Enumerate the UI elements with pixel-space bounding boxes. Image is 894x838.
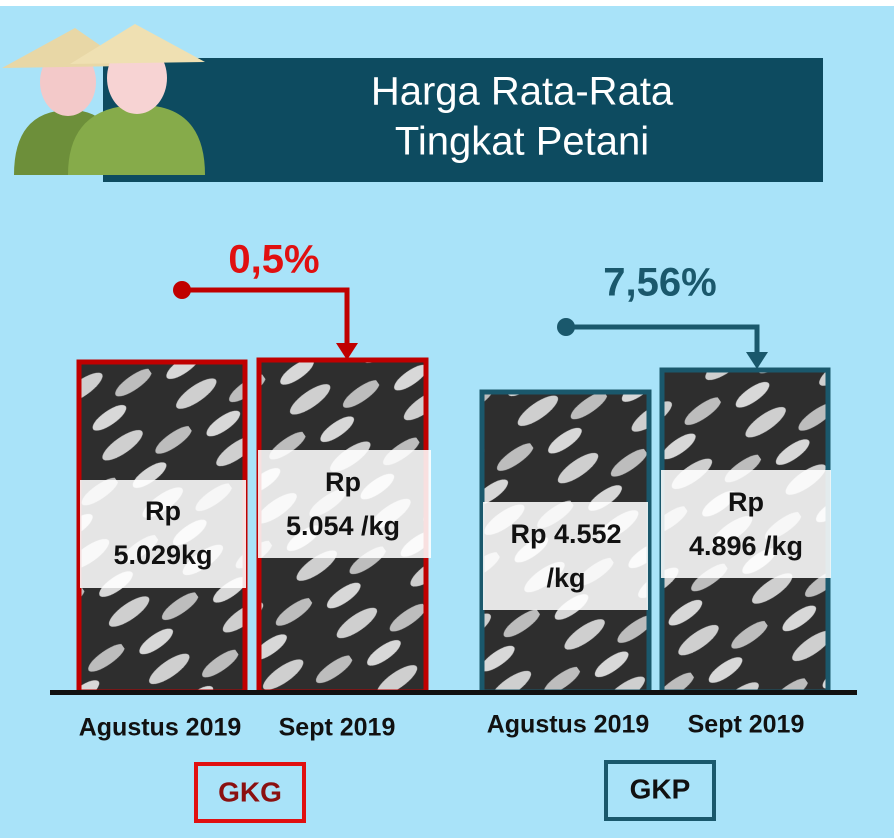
period-label: Sept 2019 bbox=[279, 714, 396, 742]
period-label: Agustus 2019 bbox=[79, 714, 242, 742]
price-box bbox=[80, 480, 246, 588]
change-text: 0,5% bbox=[228, 238, 319, 282]
price-text: Rp bbox=[728, 487, 764, 517]
group-label: GKP bbox=[630, 773, 691, 804]
title-line: Harga Rata-Rata bbox=[371, 70, 674, 114]
price-text: 5.029kg bbox=[113, 540, 212, 570]
price-text: Rp bbox=[145, 496, 181, 526]
price-box bbox=[258, 450, 431, 558]
price-text: Rp bbox=[325, 467, 361, 497]
title-line: Tingkat Petani bbox=[395, 120, 649, 164]
price-box bbox=[483, 502, 648, 610]
group-label: GKG bbox=[218, 776, 282, 807]
group-box bbox=[194, 762, 306, 823]
price-box bbox=[661, 470, 831, 578]
change-text: 7,56% bbox=[603, 261, 716, 305]
farmer-icon bbox=[2, 24, 205, 175]
top-edge bbox=[0, 0, 894, 6]
price-text: 5.054 /kg bbox=[286, 511, 400, 541]
price-text: Rp 4.552 bbox=[510, 519, 621, 549]
baseline bbox=[50, 690, 857, 695]
period-label: Sept 2019 bbox=[688, 711, 805, 739]
price-text: 4.896 /kg bbox=[689, 531, 803, 561]
group-box bbox=[604, 760, 716, 821]
title-banner bbox=[103, 58, 823, 182]
price-text: /kg bbox=[546, 563, 585, 593]
change-arrow bbox=[557, 318, 768, 369]
period-label: Agustus 2019 bbox=[487, 711, 650, 739]
change-arrow bbox=[173, 281, 358, 360]
